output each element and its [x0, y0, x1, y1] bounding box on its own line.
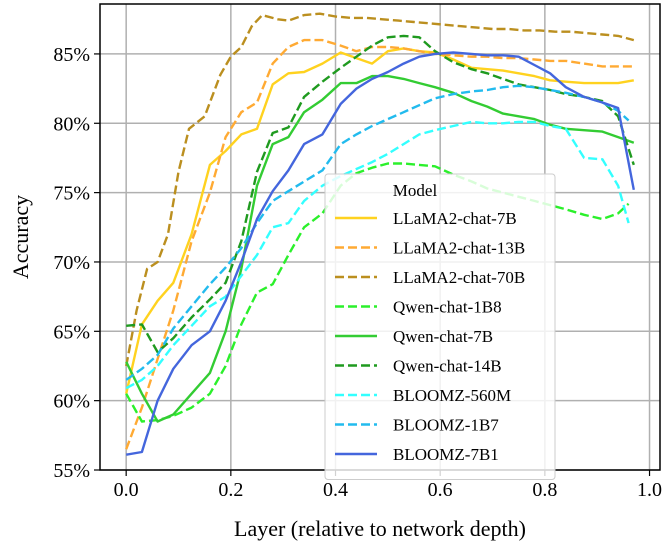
y-axis-label: Accuracy — [8, 195, 33, 279]
y-tick-label: 70% — [53, 252, 90, 274]
x-tick-label: 0.4 — [323, 479, 348, 501]
x-tick-label: 0.6 — [428, 479, 453, 501]
legend-label: BLOOMZ-560M — [393, 386, 511, 405]
series-line-llama2-chat-13b — [125, 38, 634, 450]
legend-label: Qwen-chat-1B8 — [393, 298, 502, 317]
legend-label: Qwen-chat-14B — [393, 357, 502, 376]
axis-ticks: 0.0 0.2 0.4 0.6 0.8 1.0 55% 60% 65% 70% 75% 80% 85% — [53, 44, 662, 501]
legend-box — [324, 173, 556, 480]
series-line-bloomz-7b1 — [125, 51, 635, 456]
x-tick-label: 0.2 — [218, 479, 243, 501]
legend-label: LLaMA2-chat-70B — [393, 268, 525, 287]
series-line-qwen-chat-14b — [126, 34, 635, 354]
y-tick-label: 55% — [53, 460, 90, 482]
series-line-llama2-chat-70b — [125, 12, 635, 367]
legend-label: BLOOMZ-1B7 — [393, 416, 499, 435]
legend-label: LLaMA2-chat-7B — [393, 209, 517, 228]
series-line-llama2-chat-7b — [125, 47, 635, 394]
x-tick-label: 0.8 — [532, 479, 557, 501]
legend-title: Model — [393, 181, 438, 200]
y-tick-label: 65% — [53, 321, 90, 343]
y-tick-label: 80% — [53, 113, 90, 135]
y-tick-label: 85% — [53, 44, 90, 66]
series-line-bloomz-560m — [125, 120, 630, 390]
legend-label: LLaMA2-chat-13B — [393, 239, 525, 258]
x-tick-label: 0.0 — [114, 479, 139, 501]
legend-label: Qwen-chat-7B — [393, 327, 493, 346]
legend-items: LLaMA2-chat-7B LLaMA2-chat-13B LLaMA2-chat… — [335, 209, 525, 464]
x-tick-label: 1.0 — [637, 479, 662, 501]
legend: Model LLaMA2-chat-7BLLaMA2-chat-13BLLaMA… — [324, 173, 556, 480]
legend-label: BLOOMZ-7B1 — [393, 445, 499, 464]
y-tick-label: 75% — [53, 183, 90, 205]
x-axis-label: Layer (relative to network depth) — [234, 516, 526, 541]
y-tick-label: 60% — [53, 391, 90, 413]
series-line-bloomz-1b7 — [125, 84, 630, 381]
